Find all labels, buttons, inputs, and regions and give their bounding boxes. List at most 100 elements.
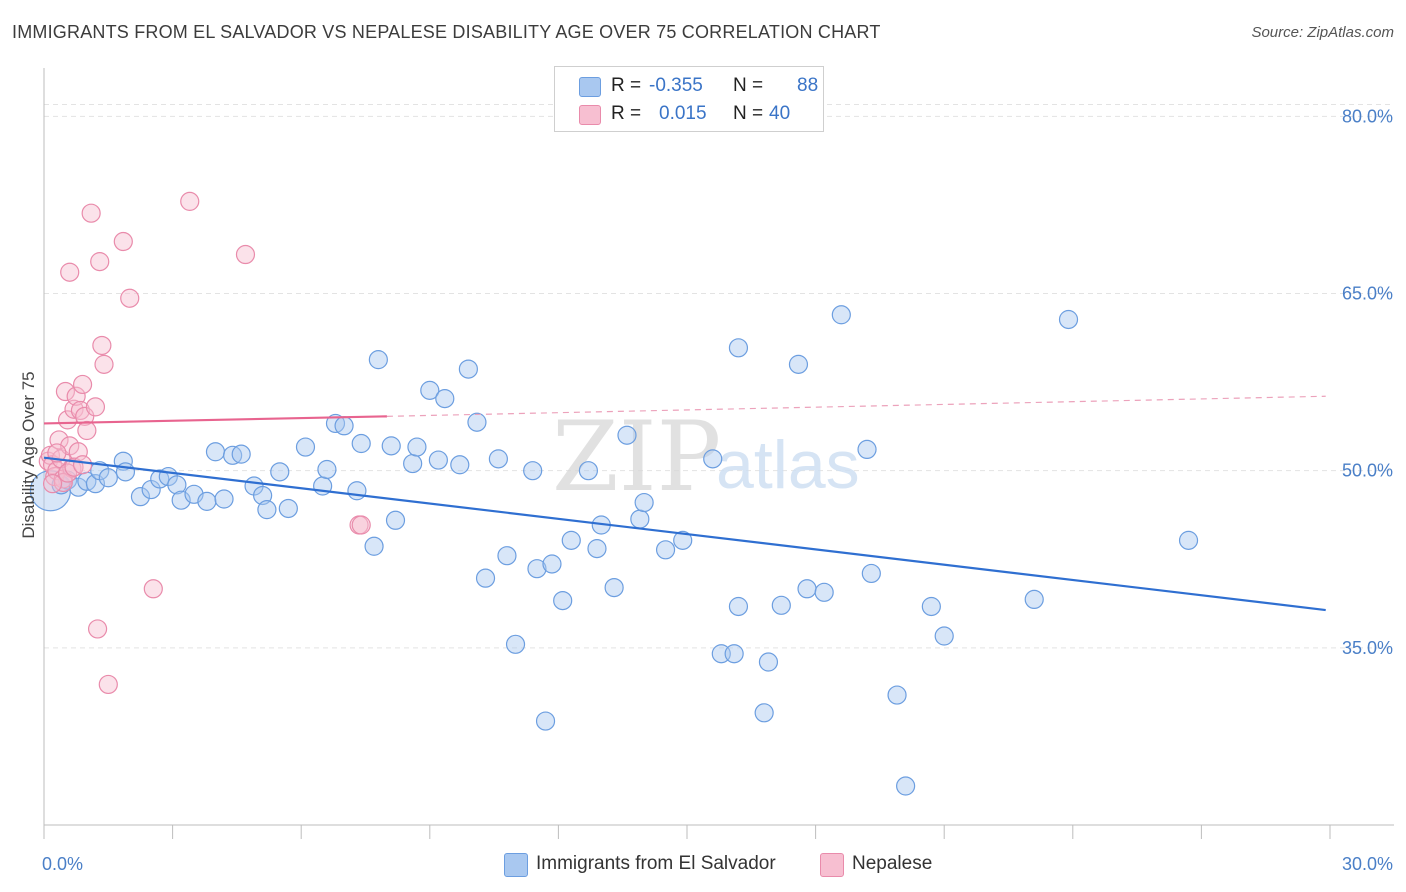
y-tick-label: 80.0% [1342,106,1393,126]
data-point-nepalese [92,335,112,356]
data-point-el-salvador [385,510,406,530]
legend-n-label: N = [733,75,764,96]
data-point-el-salvador [347,481,367,501]
data-point-nepalese [81,203,101,223]
data-point-nepalese [77,420,97,441]
data-point-el-salvador [887,685,907,705]
data-point-nepalese [55,381,76,402]
axes [43,68,1394,839]
data-point-el-salvador [673,530,693,550]
data-point-el-salvador [257,500,277,520]
data-point-el-salvador [458,359,478,379]
legend-r-value-el-salvador: -0.355 [649,75,703,96]
data-point-el-salvador [934,626,954,646]
data-point-el-salvador [578,461,599,481]
data-point-el-salvador [771,595,791,615]
data-point-nepalese [235,244,256,265]
data-point-el-salvador [655,540,676,560]
y-tick-label: 50.0% [1342,461,1393,481]
legend-swatch-nepalese [579,105,601,125]
data-point-el-salvador [758,652,779,672]
data-point-el-salvador [214,489,234,509]
data-point-nepalese [113,231,133,252]
y-tick-label: 35.0% [1342,638,1393,658]
data-point-el-salvador [1024,589,1044,610]
data-point-el-salvador [857,439,877,460]
data-point-el-salvador [253,485,273,506]
data-point-el-salvador [703,449,723,469]
trend-line-el-salvador [43,456,1326,612]
data-point-el-salvador [896,776,916,796]
trend-line-nepalese-extension [386,395,1326,417]
data-point-nepalese [85,397,106,417]
data-point-el-salvador [130,487,151,507]
data-point-el-salvador [814,582,834,602]
trend-lines [43,395,1326,612]
x-tick-label: 30.0% [1342,854,1393,874]
data-point-nepalese [42,474,63,494]
grid-lines [44,104,1394,649]
data-point-nepalese [120,288,140,308]
data-point-nepalese [98,674,118,695]
source-label: Source: ZipAtlas.com [1251,24,1394,41]
legend-n-label: N = [733,103,764,124]
legend-r-label: R = [611,75,642,96]
data-point-nepalese [72,455,93,475]
data-point-nepalese [351,515,371,535]
data-point-nepalese [87,619,108,639]
data-point-el-salvador [428,450,448,470]
bottom-legend-label-nepalese: Nepalese [852,853,933,874]
data-point-nepalese [72,374,93,395]
data-point-el-salvador [278,498,298,519]
y-axis-label: Disability Age Over 75 [19,371,38,538]
data-point-el-salvador [561,530,581,550]
data-point-el-salvador [420,380,440,400]
data-point-el-salvador [368,350,388,370]
watermark: ZIP atlas [552,401,860,513]
legend-swatch-el-salvador [579,77,601,97]
data-point-el-salvador [435,389,455,409]
data-point-el-salvador [317,459,337,480]
data-point-el-salvador [523,461,543,481]
data-point-el-salvador [381,436,401,456]
watermark-atlas: atlas [716,427,860,503]
data-point-el-salvador [98,468,118,488]
data-point-el-salvador [403,453,423,474]
data-point-el-salvador [542,554,562,574]
y-tick-label: 65.0% [1342,284,1393,304]
data-point-el-salvador [553,590,573,611]
watermark-zip: ZIP [552,401,721,513]
data-point-el-salvador [167,475,187,495]
data-point-el-salvador [728,338,749,358]
data-point-el-salvador [604,577,624,598]
bottom-legend-swatch-el-salvador [504,853,528,877]
data-point-el-salvador [754,703,774,723]
data-point-el-salvador [475,568,496,588]
trend-line-nepalese [43,415,387,425]
data-point-el-salvador [364,536,384,556]
series-el-salvador-points [29,305,1199,796]
legend-n-value-el-salvador: 88 [797,75,819,96]
data-point-el-salvador [334,416,354,436]
data-point-el-salvador [617,425,637,445]
data-point-nepalese [180,191,200,211]
legend-r-value-nepalese: 0.015 [659,103,707,124]
tick-labels: 35.0% 50.0% 65.0% 80.0% 0.0% 30.0% [42,106,1393,874]
data-point-el-salvador [861,563,881,584]
data-point-el-salvador [921,596,941,617]
bottom-legend-swatch-nepalese [820,853,844,877]
legend-n-value-nepalese: 40 [769,103,791,124]
data-point-el-salvador [724,644,744,664]
data-point-el-salvador [197,491,217,511]
data-point-el-salvador [407,437,427,457]
data-point-el-salvador [295,437,316,457]
data-point-nepalese [66,386,86,406]
data-point-nepalese [47,443,67,463]
x-tick-label: 0.0% [42,854,83,874]
data-point-el-salvador [728,596,749,617]
data-point-el-salvador [497,546,517,566]
data-point-el-salvador [788,354,809,374]
legend-r-label: R = [611,103,642,124]
chart-title: IMMIGRANTS FROM EL SALVADOR VS NEPALESE … [12,22,881,42]
data-point-el-salvador [527,559,547,579]
